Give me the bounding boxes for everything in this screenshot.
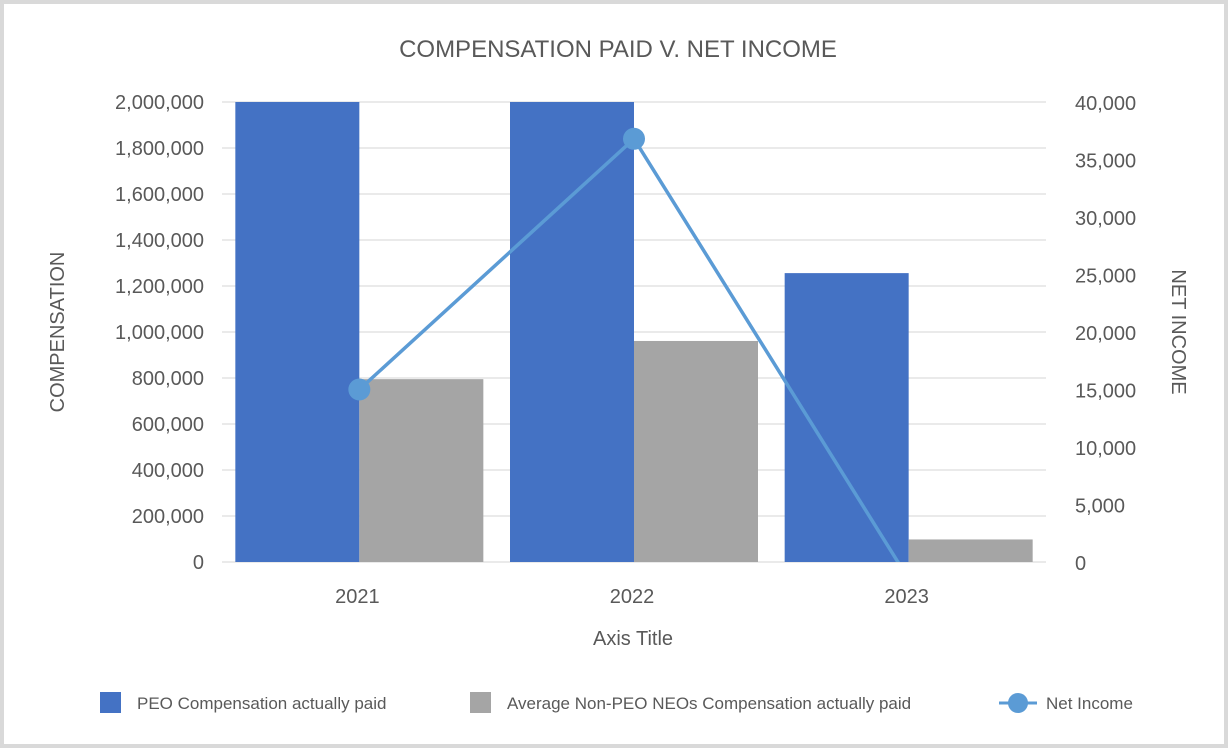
bar-2022-0[interactable] [510, 102, 634, 562]
legend-label-net-income: Net Income [1046, 694, 1133, 713]
legend-item-net-income[interactable]: Net Income [999, 693, 1133, 713]
y2-tick-label: 10,000 [1075, 438, 1136, 460]
y-tick-label: 0 [193, 552, 204, 574]
y-tick-label: 1,400,000 [115, 230, 204, 252]
bar-2023-1[interactable] [908, 539, 1033, 562]
y-tick-label: 600,000 [132, 414, 204, 436]
y2-tick-label: 15,000 [1075, 381, 1136, 403]
y2-axis-title: NET INCOME [1167, 269, 1189, 394]
legend-marker-circle-icon [1008, 693, 1028, 713]
net-income-line-series [348, 127, 900, 562]
legend: PEO Compensation actually paid Average N… [100, 692, 1133, 713]
y2-tick-label: 25,000 [1075, 266, 1136, 288]
legend-swatch-non-peo [470, 692, 491, 713]
secondary-y-axis-ticks: 0 5,000 10,000 15,000 20,000 25,000 30,000 35,0… [1075, 93, 1136, 575]
y2-tick-label: 35,000 [1075, 151, 1136, 173]
y2-tick-label: 20,000 [1075, 323, 1136, 345]
y-axis-title: COMPENSATION [47, 252, 69, 413]
x-tick-label: 2023 [884, 586, 929, 608]
legend-label-non-peo: Average Non-PEO NEOs Compensation actual… [507, 694, 911, 713]
legend-item-non-peo[interactable]: Average Non-PEO NEOs Compensation actual… [470, 692, 911, 713]
legend-label-peo: PEO Compensation actually paid [137, 694, 386, 713]
y2-tick-label: 40,000 [1075, 93, 1136, 115]
y-tick-label: 2,000,000 [115, 92, 204, 114]
net-income-marker[interactable] [348, 378, 371, 401]
y-tick-label: 1,200,000 [115, 276, 204, 298]
y2-tick-label: 0 [1075, 553, 1086, 575]
y-tick-label: 400,000 [132, 460, 204, 482]
bar-series [235, 102, 1033, 562]
primary-y-axis-ticks: 0 200,000 400,000 600,000 800,000 1,000,000 1,… [115, 92, 204, 574]
x-tick-label: 2021 [335, 586, 380, 608]
bar-2023-0[interactable] [784, 273, 909, 562]
x-axis-title: Axis Title [593, 628, 673, 650]
chart-title: COMPENSATION PAID V. NET INCOME [399, 36, 837, 63]
y-tick-label: 800,000 [132, 368, 204, 390]
y2-tick-label: 30,000 [1075, 208, 1136, 230]
y-tick-label: 1,000,000 [115, 322, 204, 344]
x-axis-ticks: 2021 2022 2023 [335, 586, 929, 608]
bar-2022-1[interactable] [634, 340, 758, 562]
y-tick-label: 200,000 [132, 506, 204, 528]
legend-item-peo[interactable]: PEO Compensation actually paid [100, 692, 386, 713]
bar-2021-1[interactable] [359, 379, 484, 562]
y-tick-label: 1,600,000 [115, 184, 204, 206]
y2-tick-label: 5,000 [1075, 496, 1125, 518]
x-tick-label: 2022 [610, 586, 655, 608]
y-tick-label: 1,800,000 [115, 138, 204, 160]
net-income-marker[interactable] [623, 127, 645, 150]
legend-swatch-peo [100, 692, 121, 713]
combo-chart: 0 200,000 400,000 600,000 800,000 1,000,000 1,… [47, 36, 1189, 713]
bar-2021-0[interactable] [235, 102, 360, 562]
